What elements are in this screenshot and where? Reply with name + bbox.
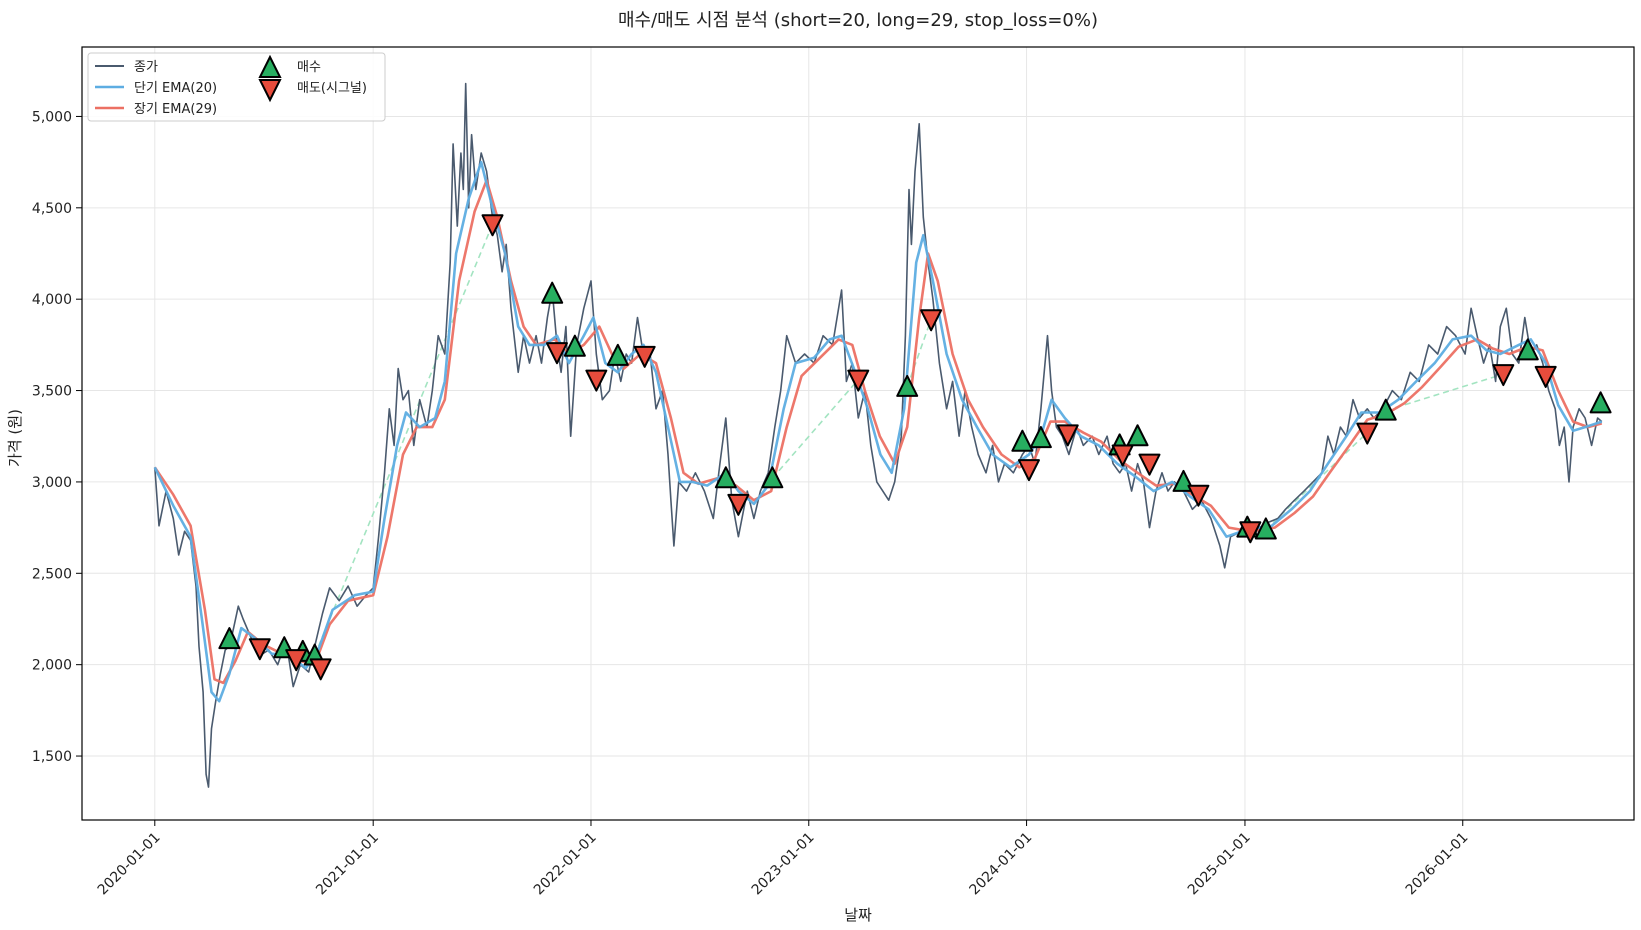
sell-marker <box>1187 484 1210 507</box>
x-tick-label: 2026-01-01 <box>1403 830 1472 899</box>
trade-link <box>771 379 859 479</box>
legend-buy-marker <box>258 54 282 78</box>
y-tick-label: 4,500 <box>32 201 72 217</box>
sell-marker <box>285 649 308 672</box>
trade-link <box>906 319 932 388</box>
signal-markers-layer <box>218 214 1612 681</box>
sell-marker <box>1534 365 1557 388</box>
legend-box <box>87 52 386 122</box>
y-tick-label: 2,500 <box>32 566 72 582</box>
sell-marker <box>1111 444 1134 467</box>
buy-marker <box>1374 398 1397 421</box>
legend-label-buy: 매수 <box>297 60 321 75</box>
x-tick-label: 2025-01-01 <box>1185 830 1254 899</box>
sell-marker <box>1138 453 1161 476</box>
y-axis-label: 가격 (원) <box>6 409 24 467</box>
sell-marker <box>920 309 943 332</box>
sell-marker <box>1017 459 1040 482</box>
buy-marker <box>1589 391 1612 414</box>
sell-marker <box>1239 521 1262 544</box>
sell-marker <box>847 369 870 392</box>
buy-marker <box>1011 429 1034 452</box>
ema-long-line <box>153 179 1603 685</box>
buy-marker <box>896 374 919 397</box>
plot-area-frame <box>81 46 1635 821</box>
buy-marker <box>714 466 737 489</box>
y-tick-label: 2,000 <box>32 658 72 674</box>
legend-label-ema-short: 단기 EMA(20) <box>134 81 217 96</box>
close-price-line <box>154 82 1603 788</box>
sell-marker <box>633 345 656 368</box>
y-tick-label: 3,500 <box>32 384 72 400</box>
sell-marker <box>585 369 608 392</box>
y-tick-label: 5,000 <box>32 109 72 125</box>
sell-marker <box>248 638 271 661</box>
buy-marker <box>1126 424 1149 447</box>
chart-title: 매수/매도 시점 분석 (short=20, long=29, stop_los… <box>618 10 1098 31</box>
grid-layer <box>82 47 1634 820</box>
trade-link <box>1385 373 1504 412</box>
legend: 종가 단기 EMA(20) 장기 EMA(29) 매수 매도(시그널) <box>87 52 386 122</box>
y-tick-label: 1,500 <box>32 749 72 765</box>
legend-sell-marker <box>258 79 282 103</box>
sell-marker <box>545 342 568 365</box>
sell-marker <box>481 214 504 237</box>
axis-layer: 1,500 2,000 2,500 3,000 3,500 4,000 4,500 5,000… <box>32 109 1472 898</box>
sell-marker <box>1056 424 1079 447</box>
ema-short-line <box>153 160 1603 703</box>
x-tick-label: 2021-01-01 <box>313 830 382 899</box>
x-tick-label: 2020-01-01 <box>95 830 164 899</box>
sell-marker <box>727 493 750 516</box>
buy-marker <box>218 627 241 650</box>
trade-link <box>313 223 494 656</box>
y-tick-label: 4,000 <box>32 292 72 308</box>
buy-marker <box>1254 517 1277 540</box>
sell-marker <box>309 658 332 681</box>
x-tick-label: 2022-01-01 <box>531 830 600 899</box>
sell-marker <box>1356 422 1379 445</box>
x-tick-label: 2024-01-01 <box>967 830 1036 899</box>
trade-links-layer <box>313 223 1504 656</box>
buy-marker <box>606 343 629 366</box>
buy-marker <box>541 281 564 304</box>
legend-label-sell: 매도(시그널) <box>297 81 367 96</box>
x-axis-label: 날짜 <box>844 906 872 924</box>
series-layer <box>153 82 1603 788</box>
legend-label-close: 종가 <box>134 60 158 75</box>
sell-marker <box>1492 364 1515 387</box>
buy-marker <box>563 334 586 357</box>
buy-marker <box>761 466 784 489</box>
y-tick-label: 3,000 <box>32 475 72 491</box>
x-tick-label: 2023-01-01 <box>749 830 818 899</box>
buy-marker <box>1029 426 1052 449</box>
legend-label-ema-long: 장기 EMA(29) <box>134 102 217 117</box>
buy-marker <box>1516 338 1539 361</box>
